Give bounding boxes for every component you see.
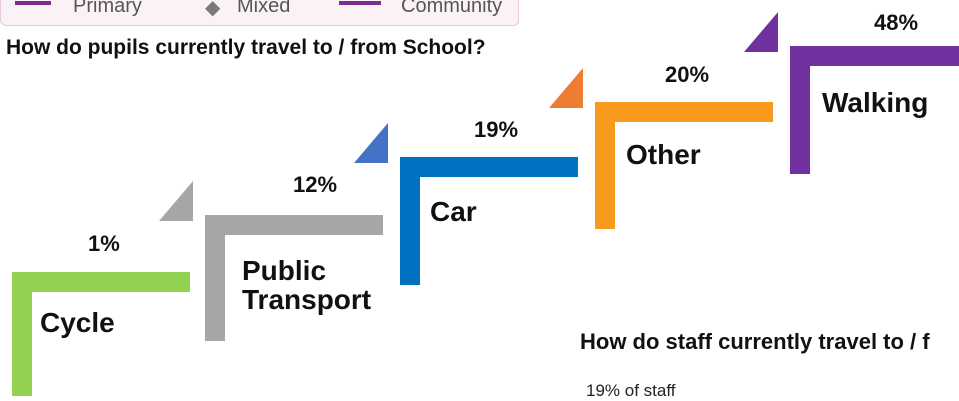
- step-walking: [790, 46, 959, 174]
- value-label-public-transport: 12%: [293, 172, 338, 197]
- step-label-car: Car: [430, 196, 477, 227]
- step-bar: [205, 215, 383, 341]
- staff-note: 19% of staff: [586, 381, 676, 400]
- step-car: [400, 157, 578, 285]
- staff-chart-title: How do staff currently travel to / f: [580, 329, 930, 354]
- step-label-walking: Walking: [822, 87, 929, 118]
- legend-label-primary: Primary: [73, 0, 142, 17]
- step-triangle: [744, 12, 778, 52]
- step-triangle: [549, 68, 583, 108]
- step-other: [595, 102, 773, 229]
- step-label-public-transport: Public Transport: [242, 255, 372, 316]
- step-triangle: [354, 123, 388, 163]
- step-label-cycle: Cycle: [40, 307, 115, 338]
- legend: Primary ◆ Mixed Community: [0, 0, 519, 26]
- legend-swatch-community: [339, 1, 381, 5]
- value-label-car: 19%: [474, 117, 519, 142]
- value-label-cycle: 1%: [88, 231, 120, 256]
- legend-label-community: Community: [401, 0, 503, 17]
- step-bar: [400, 157, 578, 285]
- legend-label-mixed: Mixed: [237, 0, 291, 17]
- value-label-walking: 48%: [874, 10, 919, 35]
- step-label-other: Other: [626, 139, 701, 170]
- step-triangle: [159, 181, 193, 221]
- step-bar: [790, 46, 959, 174]
- pupils-chart-title: How do pupils currently travel to / from…: [6, 36, 486, 59]
- step-bar: [595, 102, 773, 229]
- step-public-transport: [205, 215, 383, 341]
- step-cycle: [12, 272, 190, 396]
- legend-swatch-primary: [15, 1, 51, 5]
- value-label-other: 20%: [665, 62, 710, 87]
- legend-marker-mixed-icon: ◆: [205, 0, 221, 19]
- step-bar: [12, 272, 190, 396]
